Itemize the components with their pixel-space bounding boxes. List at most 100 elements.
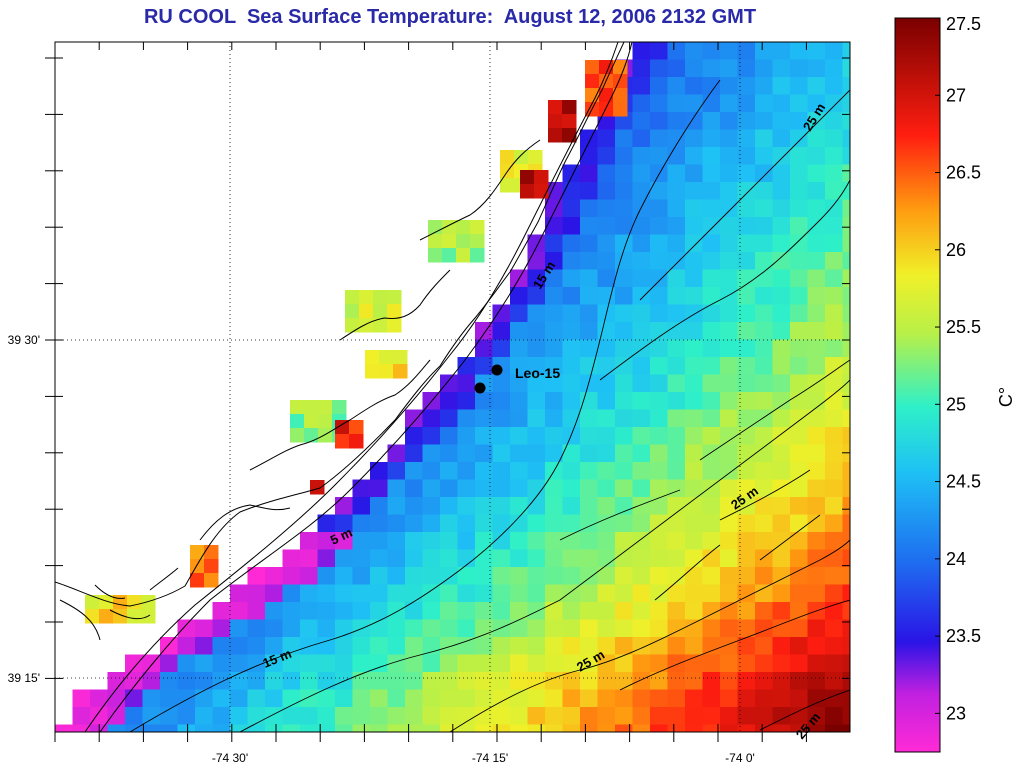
sst-cell [597,549,616,568]
sst-cell [300,724,319,732]
sst-cell [514,150,529,165]
sst-cell [702,112,721,131]
colorbar-tick-label: 24 [946,549,966,569]
sst-cell [772,42,791,61]
sst-cell [825,479,844,498]
sst-cell [685,234,704,253]
sst-cell [370,479,389,498]
sst-cell [247,567,266,586]
sst-cell [510,549,529,568]
sst-cell [650,217,669,236]
sst-cell [772,322,791,341]
sst-cell [247,672,266,691]
sst-cell [702,59,721,78]
y-tick-label: 39 15' [8,671,40,685]
sst-cell [370,707,389,726]
sst-cell [370,584,389,603]
sst-cell [842,392,850,411]
sst-cell [510,532,529,551]
sst-cell [842,112,850,131]
sst-cell [825,357,844,376]
sst-cell [422,724,441,732]
sst-cell [247,619,266,638]
sst-cell [825,77,844,96]
sst-cell [842,77,850,96]
sst-cell [562,164,581,183]
sst-cell [825,147,844,166]
sst-cell [387,672,406,691]
sst-cell [492,707,511,726]
sst-cell [510,654,529,673]
sst-cell [585,60,600,75]
sst-cell [685,77,704,96]
sst-cell [597,654,616,673]
sst-cell [720,672,739,691]
sst-cell [755,637,774,656]
sst-cell [790,462,809,481]
sst-cell [545,514,564,533]
sst-cell [790,392,809,411]
sst-cell [545,549,564,568]
sst-cell [755,304,774,323]
sst-cell [650,269,669,288]
sst-cell [755,322,774,341]
sst-cell [335,514,354,533]
sst-cell [597,252,616,271]
bathymetry-contours [129,79,850,732]
sst-cell [790,707,809,726]
sst-cell [842,199,850,218]
sst-cell [720,252,739,271]
sst-cell [632,217,651,236]
sst-cell [545,707,564,726]
sst-cell [772,707,791,726]
sst-cell [807,94,826,113]
sst-cell [335,434,350,449]
sst-cell [685,637,704,656]
sst-cell [650,724,669,732]
sst-cell [359,290,374,305]
sst-cell [475,427,494,446]
sst-cell [685,217,704,236]
sst-cell [825,392,844,411]
sst-cell [842,462,850,481]
sst-cell [755,724,774,732]
sst-cell [527,462,546,481]
sst-cell [422,514,441,533]
sst-cell [527,619,546,638]
sst-cell [282,654,301,673]
sst-cell [510,672,529,691]
sst-cell [842,444,850,463]
sst-cell [177,619,196,638]
sst-cell [352,497,371,516]
sst-cell [99,609,114,624]
sst-cell [492,479,511,498]
sst-cell [632,584,651,603]
sst-cell [702,549,721,568]
sst-cell [387,497,406,516]
sst-cell [825,374,844,393]
sst-cell [230,619,249,638]
sst-cell [650,462,669,481]
sst-cell [790,42,809,61]
sst-cell [807,567,826,586]
colorbar-tick-label: 26 [946,240,966,260]
sst-cell [685,427,704,446]
sst-cell [772,409,791,428]
sst-cell [440,707,459,726]
colorbar-unit: C° [996,387,1016,407]
sst-cell [807,287,826,306]
sst-cell [440,672,459,691]
sst-cell [580,549,599,568]
sst-cell [790,724,809,732]
sst-cell [790,689,809,708]
sst-cell [370,654,389,673]
sst-cell [580,357,599,376]
sst-cell [562,199,581,218]
sst-cell [545,672,564,691]
sst-cell [685,707,704,726]
sst-cell [300,672,319,691]
sst-cell [667,42,686,61]
sst-cell [440,479,459,498]
sst-cell [265,619,284,638]
sst-cell [790,427,809,446]
